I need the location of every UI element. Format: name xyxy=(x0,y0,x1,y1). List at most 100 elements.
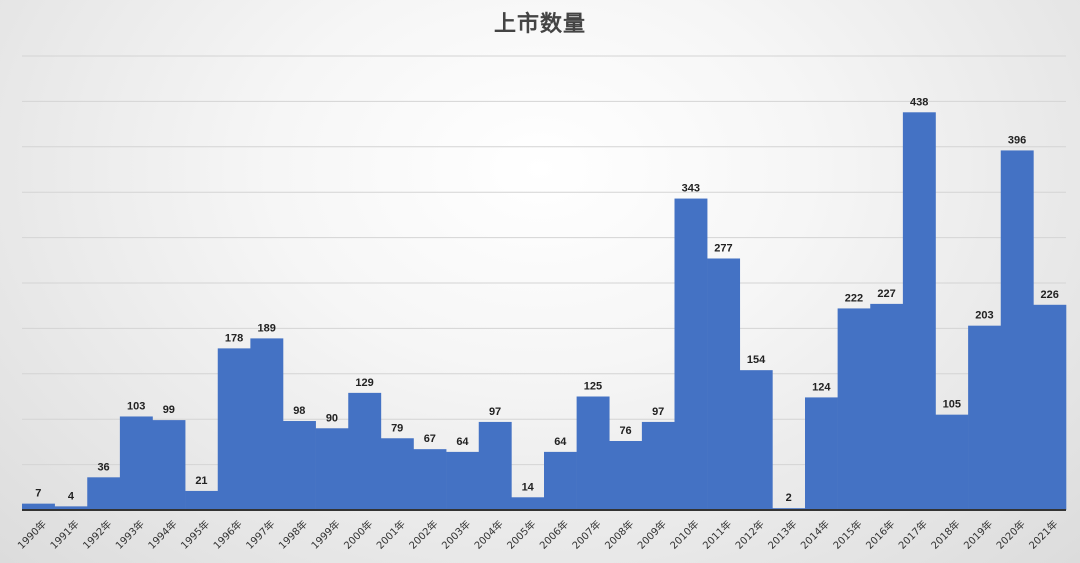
bars xyxy=(22,112,1067,511)
data-label: 64 xyxy=(456,436,469,448)
x-tick-label: 2007年 xyxy=(569,517,603,551)
data-label: 21 xyxy=(195,475,207,487)
data-label: 36 xyxy=(97,461,109,473)
x-tick-label: 2008年 xyxy=(602,517,636,551)
bar-1990年 xyxy=(22,503,55,510)
bar-1998年 xyxy=(283,421,316,510)
data-labels: 7 4 36 103 99 21 178 189 98 90 129 79 67 64 97 14 64 125 7… xyxy=(35,96,1059,504)
x-tick-label: 2020年 xyxy=(993,517,1027,551)
x-tick-label: 1992年 xyxy=(80,517,114,551)
bar-2016年 xyxy=(870,303,904,510)
data-label: 129 xyxy=(355,377,373,389)
bar-2012年 xyxy=(739,370,773,510)
data-label: 76 xyxy=(619,425,631,437)
bar-1995年 xyxy=(185,490,219,510)
x-tick-label: 1998年 xyxy=(276,517,310,551)
data-label: 154 xyxy=(747,354,766,366)
bar-2005年 xyxy=(511,497,545,510)
bar-2002年 xyxy=(413,449,447,510)
x-tick-labels: 1990年 1991年 1992年 1993年 1994年 1995年 1996年 1997年… xyxy=(15,517,1061,551)
bar-2020年 xyxy=(1000,150,1034,510)
data-label: 105 xyxy=(943,399,961,411)
x-tick-label: 2013年 xyxy=(765,517,799,551)
bar-2010年 xyxy=(674,198,708,510)
data-label: 97 xyxy=(652,406,664,418)
data-label: 79 xyxy=(391,422,403,434)
x-tick-label: 1995年 xyxy=(178,517,212,551)
bar-1992年 xyxy=(87,477,121,510)
bar-2007年 xyxy=(576,396,610,510)
bar-2019年 xyxy=(968,325,1002,510)
data-label: 227 xyxy=(877,288,895,300)
x-tick-label: 1999年 xyxy=(308,517,342,551)
bar-1994年 xyxy=(152,420,186,510)
x-tick-label: 1994年 xyxy=(145,517,179,551)
x-tick-label: 2004年 xyxy=(471,517,505,551)
x-tick-label: 1991年 xyxy=(47,517,81,551)
data-label: 64 xyxy=(554,436,567,448)
x-tick-label: 2010年 xyxy=(667,517,701,551)
bar-1999年 xyxy=(315,428,349,510)
bar-2003年 xyxy=(446,451,480,510)
x-tick-label: 2018年 xyxy=(928,517,962,551)
bar-2001年 xyxy=(380,438,414,510)
x-tick-label: 2003年 xyxy=(439,517,473,551)
data-label: 14 xyxy=(522,481,535,493)
data-label: 90 xyxy=(326,412,338,424)
bar-1997年 xyxy=(250,338,284,510)
data-label: 189 xyxy=(258,322,276,334)
data-label: 99 xyxy=(163,404,175,416)
data-label: 7 xyxy=(35,488,41,500)
x-tick-label: 2012年 xyxy=(732,517,766,551)
x-tick-label: 1997年 xyxy=(243,517,277,551)
bar-2011年 xyxy=(707,258,741,510)
bar-2017年 xyxy=(902,112,936,511)
data-label: 125 xyxy=(584,381,602,393)
data-label: 97 xyxy=(489,406,501,418)
x-tick-label: 2005年 xyxy=(504,517,538,551)
x-tick-label: 2011年 xyxy=(700,517,734,551)
data-label: 67 xyxy=(424,433,436,445)
x-tick-label: 2015年 xyxy=(830,517,864,551)
x-tick-label: 2017年 xyxy=(896,517,930,551)
bar-1991年 xyxy=(54,506,88,510)
data-label: 222 xyxy=(845,292,863,304)
bar-2000年 xyxy=(348,392,382,510)
x-tick-label: 1990年 xyxy=(15,517,49,551)
bar-1996年 xyxy=(217,348,251,510)
gridlines xyxy=(22,55,1066,466)
data-label: 2 xyxy=(786,492,792,504)
x-tick-label: 2009年 xyxy=(635,517,669,551)
data-label: 226 xyxy=(1041,289,1059,301)
data-label: 124 xyxy=(812,381,831,393)
x-tick-label: 2001年 xyxy=(374,517,408,551)
x-tick-label: 2000年 xyxy=(341,517,375,551)
bar-2008年 xyxy=(609,440,643,510)
bar-2004年 xyxy=(478,421,512,510)
chart-title: 上市数量 xyxy=(493,12,586,37)
data-label: 98 xyxy=(293,405,305,417)
x-tick-label: 2019年 xyxy=(961,517,995,551)
data-label: 178 xyxy=(225,332,243,344)
x-tick-label: 2014年 xyxy=(798,517,832,551)
x-tick-label: 2021年 xyxy=(1026,517,1060,551)
data-label: 396 xyxy=(1008,134,1026,146)
data-label: 4 xyxy=(68,490,75,502)
data-label: 343 xyxy=(682,183,700,195)
bar-2009年 xyxy=(641,421,675,510)
bar-2014年 xyxy=(805,397,838,510)
x-tick-label: 2002年 xyxy=(406,517,440,551)
bar-2021年 xyxy=(1033,304,1067,510)
x-tick-label: 1996年 xyxy=(210,517,244,551)
data-label: 203 xyxy=(975,310,993,322)
x-tick-label: 2006年 xyxy=(537,517,571,551)
x-tick-label: 1993年 xyxy=(113,517,147,551)
data-label: 438 xyxy=(910,96,928,108)
data-label: 277 xyxy=(714,242,732,254)
x-tick-label: 2016年 xyxy=(863,517,897,551)
bar-2015年 xyxy=(837,308,871,510)
data-label: 103 xyxy=(127,400,145,412)
bar-1993年 xyxy=(119,416,153,510)
bar-2018年 xyxy=(935,414,969,510)
